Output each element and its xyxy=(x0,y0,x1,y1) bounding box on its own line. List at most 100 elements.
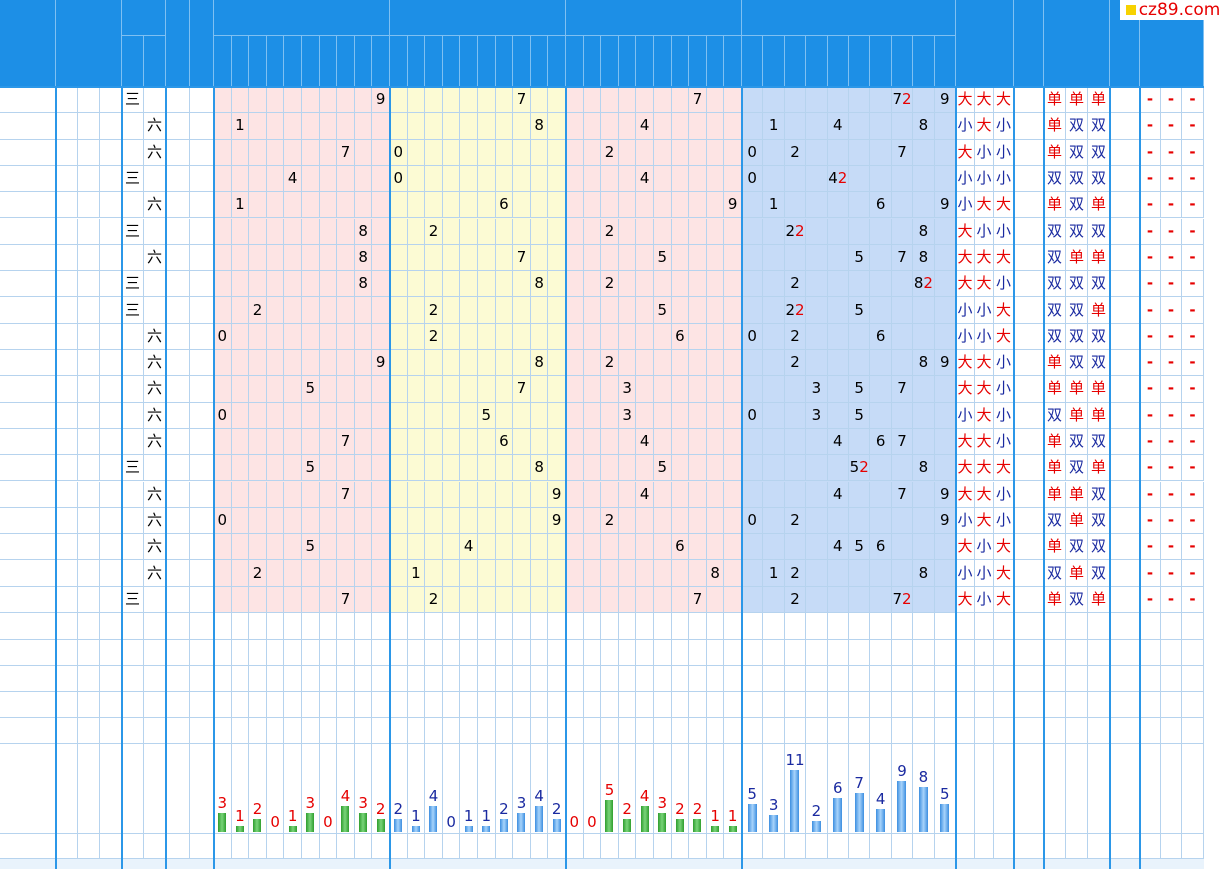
header-pos3-digit xyxy=(618,36,637,87)
bottom-digit xyxy=(460,834,478,859)
draw-digit xyxy=(56,192,78,219)
bigsmall-cell: 小 xyxy=(994,218,1014,245)
group-digit: 2 xyxy=(790,510,800,529)
trend-cell xyxy=(618,507,637,535)
bigsmall-cell: 大 xyxy=(956,481,975,508)
trend-cell: 2 xyxy=(425,586,443,613)
stat-bar-group: 4 xyxy=(640,789,649,832)
trend-cell xyxy=(566,402,584,429)
group-trend-cell: 8 xyxy=(913,113,935,140)
trend-cell xyxy=(354,455,373,482)
empty-cell xyxy=(122,666,144,692)
group-trend-cell xyxy=(891,297,914,324)
stats-cell: 0 xyxy=(319,744,338,834)
trend-cell xyxy=(372,323,390,350)
bottom-digit xyxy=(548,834,566,859)
stat-bar-group: 2 xyxy=(499,802,509,832)
trend-cell xyxy=(407,297,426,324)
empty-cell xyxy=(891,613,914,640)
empty-cell xyxy=(0,640,56,666)
trend-cell xyxy=(284,323,302,350)
trend-cell xyxy=(706,271,725,298)
bigsmall-cell: 小 xyxy=(975,218,994,245)
trend-cell xyxy=(442,376,461,403)
group-digit: 6 xyxy=(875,537,886,556)
trend-cell xyxy=(601,192,619,219)
trend-cell xyxy=(231,455,250,482)
group-trend-cell xyxy=(891,218,914,245)
empty-cell xyxy=(442,666,461,692)
bottom-digit xyxy=(495,834,514,859)
empty-cell xyxy=(1140,613,1161,640)
stats-empty xyxy=(78,744,100,834)
group-trend-cell xyxy=(913,481,935,508)
group-trend-cell xyxy=(827,271,849,298)
block-separator xyxy=(1109,87,1111,869)
bottom-digit xyxy=(706,834,725,859)
bigsmall-cell: 小 xyxy=(994,350,1014,377)
oddeven-cell: 双 xyxy=(1066,218,1088,245)
header-pos3-digit xyxy=(654,36,672,87)
empty-cell xyxy=(1066,613,1088,640)
stat-value: 2 xyxy=(692,800,703,818)
stat-bar-group: 1 xyxy=(235,809,245,832)
type-g3-cell xyxy=(122,376,144,403)
oddeven-ratio-cell xyxy=(1110,534,1140,561)
trend-cell xyxy=(671,376,690,403)
empty-cell xyxy=(742,666,764,692)
stat-bar xyxy=(552,819,561,832)
trend-cell xyxy=(583,192,602,219)
oddeven-cell: 单 xyxy=(1044,87,1066,114)
draw-digit xyxy=(56,586,78,613)
trend-cell xyxy=(390,560,408,587)
period-cell xyxy=(0,271,56,298)
empty-cell xyxy=(689,640,707,666)
stat-value: 4 xyxy=(340,787,351,805)
period-cell xyxy=(0,244,56,272)
oddeven-cell: 双 xyxy=(1088,165,1110,193)
trend-cell xyxy=(478,560,496,587)
group-trend-cell: 6 xyxy=(870,323,892,350)
bigsmall-ratio-cell xyxy=(1014,192,1044,219)
group-trend-cell xyxy=(806,455,828,482)
trend-cell xyxy=(302,402,320,429)
trend-cell xyxy=(231,428,250,456)
stat-bar xyxy=(693,819,702,832)
trend-cell xyxy=(706,455,725,482)
trend-cell xyxy=(284,218,302,245)
stat-bar-group: 8 xyxy=(919,770,928,832)
bottom-empty xyxy=(1014,834,1044,859)
trend-cell xyxy=(337,350,355,377)
group-trend-cell xyxy=(870,165,892,193)
group-trend-cell: 2 xyxy=(784,350,807,377)
draw-digit xyxy=(78,323,100,350)
period-cell xyxy=(0,560,56,587)
trend-cell xyxy=(390,113,408,140)
trend-cell xyxy=(390,297,408,324)
trend-cell xyxy=(425,87,443,114)
trend-cell xyxy=(319,586,338,613)
trend-cell xyxy=(372,218,390,245)
site-watermark: cz89.com xyxy=(1120,0,1226,20)
group-trend-cell: 8 xyxy=(913,455,935,482)
header-group-digit xyxy=(806,36,828,87)
group-trend-cell: 4 xyxy=(827,534,849,561)
trend-cell xyxy=(442,534,461,561)
bottom-digit xyxy=(806,834,828,859)
empty-cell xyxy=(214,640,232,666)
trial-cell: - xyxy=(1182,323,1204,350)
trend-cell xyxy=(636,87,654,114)
empty-cell xyxy=(319,666,338,692)
group-trend-cell xyxy=(784,402,807,429)
empty-cell xyxy=(144,666,166,692)
bigsmall-cell: 大 xyxy=(956,244,975,272)
stats-empty xyxy=(1014,744,1044,834)
draw-digit xyxy=(56,297,78,324)
trend-cell xyxy=(354,402,373,429)
bigsmall-cell: 小 xyxy=(994,113,1014,140)
empty-cell xyxy=(530,718,549,744)
trend-cell xyxy=(583,271,602,298)
trend-cell xyxy=(724,455,742,482)
group-digit: 8 xyxy=(918,458,929,477)
